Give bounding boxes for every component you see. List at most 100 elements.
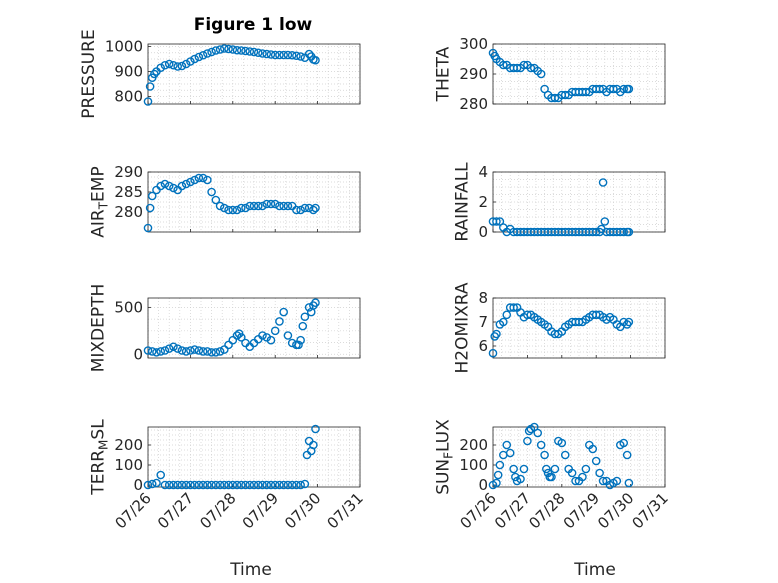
data-point (147, 479, 157, 489)
data-point (612, 476, 622, 486)
data-point (156, 63, 166, 73)
subplot-pressure: 800 900 1000 PRESSURE (79, 29, 361, 119)
data-point (519, 464, 529, 474)
subplot-terr-msl: 0 100 200 07/26 07/27 07/28 07/29 07/30 07/31 TER… (89, 419, 367, 533)
data-point (300, 312, 310, 322)
y-tick-label: 8 (478, 289, 488, 307)
data-point (211, 480, 221, 490)
data-point (181, 179, 191, 189)
data-point (177, 346, 187, 355)
data-point (294, 340, 303, 350)
data-point (224, 480, 233, 490)
data-point (609, 84, 618, 94)
data-point (258, 331, 267, 340)
data-point (292, 205, 301, 215)
data-point (169, 183, 178, 193)
data-point (499, 317, 508, 327)
axes-box (492, 426, 666, 488)
data-point (207, 480, 216, 490)
data-point (283, 331, 293, 340)
data-point (203, 347, 212, 356)
data-point (203, 175, 212, 185)
data-point (526, 63, 536, 73)
data-point (523, 436, 532, 446)
data-point (249, 480, 259, 490)
data-point (220, 44, 229, 53)
data-point (502, 440, 512, 450)
data-point (164, 59, 174, 69)
data-point (198, 480, 208, 490)
data-point (181, 347, 191, 356)
data-point (533, 428, 543, 438)
data-point (619, 438, 629, 448)
data-point (624, 227, 634, 237)
data-point (550, 93, 560, 103)
data-point (509, 464, 518, 474)
data-point (622, 450, 632, 460)
data-point (152, 478, 161, 488)
y-axis-label: PRESSURE (79, 29, 99, 118)
data-point (540, 450, 549, 460)
data-point (495, 460, 505, 470)
data-point (519, 60, 529, 70)
y-tick-label: 0 (478, 223, 488, 241)
data-point (619, 227, 629, 237)
data-point (311, 298, 320, 307)
data-point (241, 203, 250, 213)
data-point (173, 480, 182, 490)
data-point (275, 317, 284, 326)
data-point (156, 470, 166, 480)
data-point (253, 201, 263, 211)
data-point (275, 201, 284, 211)
data-point (292, 51, 301, 61)
y-tick-label: 500 (114, 298, 143, 316)
data-point (181, 480, 191, 490)
data-point (203, 480, 212, 490)
data-point (236, 333, 246, 342)
y-tick-label: 900 (114, 63, 143, 81)
data-point (228, 335, 238, 345)
data-point (511, 472, 520, 482)
data-point (300, 479, 310, 489)
data-point (177, 181, 187, 191)
y-axis-label: AIRTEMP (89, 166, 111, 237)
data-point (186, 57, 195, 66)
data-point (309, 205, 318, 215)
data-point (516, 474, 525, 484)
data-point (160, 60, 170, 70)
data-point (287, 480, 297, 490)
y-tick-label: 0 (133, 476, 143, 494)
data-point (169, 60, 178, 70)
data-point (241, 46, 250, 56)
data-point (283, 201, 293, 211)
x-tick-label: 07/29 (239, 489, 282, 532)
data-point (499, 60, 508, 70)
data-point (298, 321, 308, 331)
data-point (270, 50, 280, 60)
y-axis-label: MIXDEPTH (89, 284, 109, 373)
data-point (258, 49, 267, 58)
y-tick-label: 200 (114, 436, 143, 454)
x-axis-label-left: Time (229, 560, 272, 580)
data-point (311, 424, 320, 434)
y-tick-label: 800 (114, 88, 143, 106)
data-point (232, 45, 242, 55)
data-point (270, 199, 280, 209)
x-tick-label: 07/26 (457, 489, 500, 532)
y-tick-label: 7 (478, 313, 488, 331)
data-point (224, 44, 233, 54)
data-point (215, 347, 225, 356)
data-point (198, 173, 208, 183)
data-point (177, 61, 187, 71)
data-point (198, 50, 208, 60)
x-tick-label: 07/26 (112, 489, 155, 532)
data-point (164, 480, 174, 490)
data-point (595, 84, 604, 94)
data-point (220, 345, 229, 354)
data-point (190, 480, 199, 490)
data-point (190, 54, 199, 64)
data-point (262, 480, 272, 490)
y-tick-label: 285 (114, 183, 143, 201)
x-tick-label: 07/29 (560, 489, 603, 532)
